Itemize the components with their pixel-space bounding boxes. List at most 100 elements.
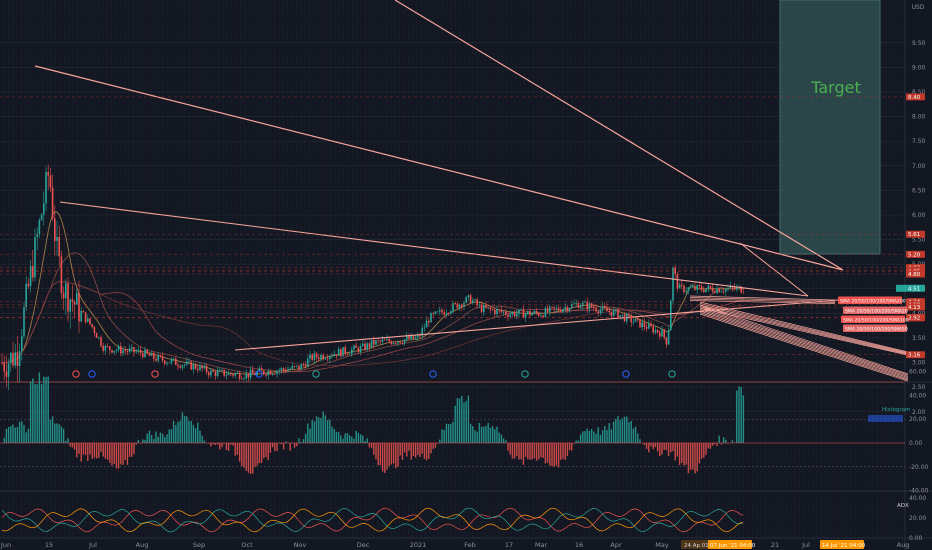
histogram-bar: [238, 443, 241, 462]
candle-body: [69, 299, 71, 312]
candle-body: [529, 311, 531, 316]
candle-body: [227, 372, 230, 375]
target-label: Target: [810, 78, 861, 97]
target-rectangle[interactable]: [779, 0, 881, 255]
histogram-bar: [190, 420, 192, 443]
histogram-bar: [516, 443, 518, 457]
histogram-bar: [731, 440, 734, 443]
histogram-bar: [45, 377, 47, 443]
histogram-bar: [513, 443, 516, 459]
trendline[interactable]: [699, 307, 909, 356]
histogram-bar: [560, 443, 562, 461]
adx-line: [1, 507, 744, 533]
histogram-bar: [496, 426, 498, 443]
candle-body: [390, 341, 393, 345]
trendline[interactable]: [689, 297, 836, 302]
histogram-bar: [142, 439, 144, 443]
candle-body: [313, 353, 316, 360]
histogram-bar: [703, 443, 705, 458]
candle-body: [25, 283, 27, 308]
trendline[interactable]: [699, 306, 909, 355]
candle-body: [153, 352, 155, 359]
trendline[interactable]: [699, 309, 909, 378]
histogram-bar: [293, 443, 296, 448]
time-axis[interactable]: Jun 15 Jul Aug Sep Oct Nov Dec 2021 Feb 17 Mar 16 Apr…: [0, 540, 909, 549]
histogram-tick: 60.00: [909, 369, 926, 376]
adx-legend[interactable]: ADX: [897, 503, 909, 509]
trendline[interactable]: [699, 301, 909, 353]
histogram-bar: [419, 443, 421, 457]
candle-body: [663, 329, 665, 338]
adx-tick: 0.00: [909, 535, 923, 542]
trendline[interactable]: [234, 299, 839, 351]
histogram-bar: [155, 431, 157, 443]
candle-body: [45, 172, 47, 204]
candle-body: [258, 368, 261, 372]
trendline[interactable]: [699, 313, 909, 382]
candle-body: [665, 337, 668, 345]
trendline[interactable]: [699, 304, 909, 354]
candle-body: [742, 292, 745, 294]
candle-body: [58, 236, 60, 257]
adx-tick: 40.00: [909, 495, 926, 502]
candle-body: [384, 339, 386, 341]
candle-body: [428, 320, 430, 323]
candle-body: [566, 307, 569, 311]
candle-body: [527, 311, 529, 314]
candle-body: [304, 364, 307, 367]
histogram-bar: [144, 439, 146, 443]
candle-body: [166, 362, 168, 364]
histogram-bar: [434, 443, 437, 448]
histogram-bar: [619, 420, 621, 443]
candle-body: [661, 329, 663, 337]
candle-body: [276, 370, 278, 374]
candle-body: [342, 347, 344, 357]
price-tick: 3.50: [912, 335, 926, 342]
trendline[interactable]: [699, 303, 909, 354]
sma-label-box: [838, 296, 902, 304]
trendlines[interactable]: [34, 0, 909, 382]
histogram-bar: [159, 432, 162, 443]
trendline[interactable]: [699, 304, 909, 375]
candle-body: [540, 315, 542, 317]
histogram-bar: [210, 443, 212, 447]
candle-body: [225, 374, 228, 376]
trendline[interactable]: [699, 307, 909, 377]
histogram-bar: [408, 443, 410, 451]
histogram-bar: [447, 424, 450, 443]
trendline[interactable]: [739, 242, 809, 297]
histogram-legend[interactable]: Histogram: [882, 407, 911, 413]
candle-body: [709, 285, 712, 289]
candle-body: [278, 370, 280, 372]
candle-body: [282, 368, 285, 370]
price-tick: 5.50: [912, 237, 926, 244]
trendline[interactable]: [699, 312, 909, 381]
trendline[interactable]: [34, 65, 844, 271]
candle-body: [434, 311, 437, 314]
price-tick: 6.50: [912, 187, 926, 194]
candle-body: [736, 287, 738, 290]
candle-body: [144, 349, 146, 358]
trendline[interactable]: [394, 0, 844, 271]
candle-body: [509, 314, 511, 317]
trendline[interactable]: [689, 295, 836, 301]
candle-body: [355, 345, 357, 348]
candle-body: [265, 374, 267, 376]
trendline[interactable]: [689, 300, 836, 304]
histogram-bar: [359, 434, 362, 443]
candle-body: [564, 307, 566, 310]
candle-body: [643, 322, 646, 327]
trendline[interactable]: [59, 201, 809, 297]
histogram-bar: [458, 398, 461, 443]
histogram-bar: [91, 443, 93, 459]
candle-body: [502, 311, 505, 313]
histogram-bar: [34, 383, 36, 443]
histogram-bar: [381, 443, 384, 472]
candle-body: [247, 373, 250, 378]
histogram-bar: [109, 443, 111, 463]
histogram-bar: [384, 443, 386, 473]
candle-body: [553, 306, 555, 309]
trendline[interactable]: [699, 310, 909, 380]
target-zone[interactable]: Target: [779, 0, 881, 255]
